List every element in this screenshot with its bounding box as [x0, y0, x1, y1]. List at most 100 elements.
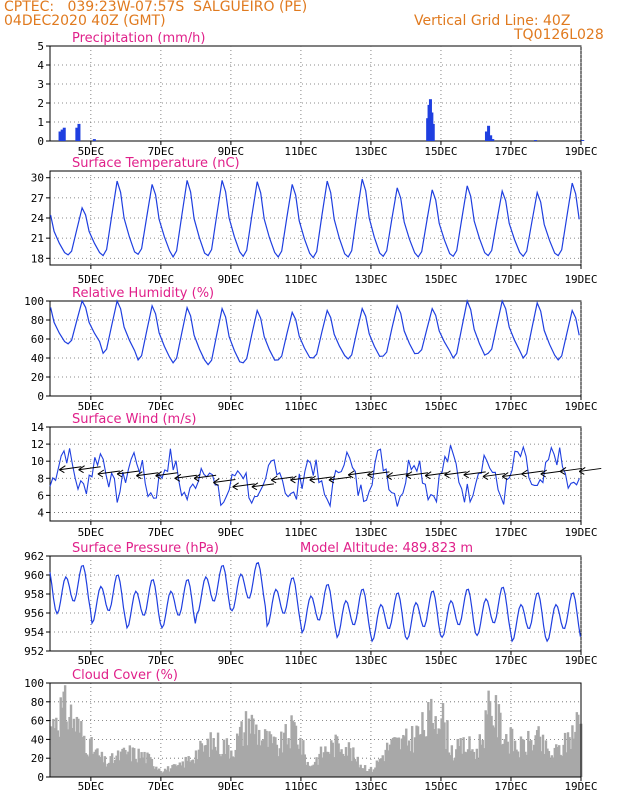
- wind-arrow: [309, 476, 332, 481]
- cloud-bar: [283, 732, 286, 777]
- cloud-bar: [525, 754, 529, 777]
- cloud-bar: [59, 697, 62, 777]
- cloud-bar: [291, 720, 295, 777]
- cloud-bar: [105, 766, 108, 777]
- wind-arrow: [155, 472, 178, 477]
- header-station: CPTEC: 039:23W-07:57S SALGUEIRO (PE): [4, 0, 308, 15]
- cloud-bar: [408, 740, 411, 777]
- cloud-bar: [75, 716, 79, 777]
- cloud-bar: [350, 760, 354, 777]
- cloud-bar: [200, 743, 204, 777]
- cloud-bar: [490, 715, 493, 777]
- wind-arrow: [174, 474, 197, 479]
- cloud-bar: [406, 745, 409, 777]
- cloud-bar: [268, 731, 271, 777]
- x-tick-label: 17DEC: [494, 526, 527, 539]
- cloud-bar: [377, 761, 380, 777]
- cloud-bar: [158, 768, 161, 777]
- cloud-bar: [403, 736, 407, 777]
- x-tick-label: 7DEC: [148, 145, 175, 158]
- cloud-bar: [147, 753, 151, 777]
- cloud-bar: [440, 718, 443, 777]
- cloud-bar: [455, 749, 458, 777]
- wind-arrow-head: [174, 473, 182, 482]
- cloud-bar: [506, 741, 509, 777]
- cloud-bar: [184, 756, 187, 777]
- cloud-bar: [343, 755, 346, 777]
- cloud-bar: [127, 751, 130, 777]
- cloud-bar: [275, 744, 279, 777]
- cloud-bar: [444, 749, 448, 777]
- cloud-bar: [81, 737, 84, 777]
- panel-frame-rh: [49, 300, 582, 397]
- cloud-bar: [468, 736, 471, 777]
- cloud-bar: [135, 762, 139, 777]
- wind-arrow-head: [328, 475, 336, 484]
- cloud-bar: [435, 733, 439, 777]
- cloud-bar: [478, 734, 481, 777]
- cloud-bar: [380, 758, 383, 777]
- y-tick-label: 100: [24, 677, 44, 690]
- cloud-bar: [331, 742, 334, 777]
- cloud-bar: [294, 725, 298, 777]
- x-tick-label: 7DEC: [148, 654, 175, 667]
- cloud-bar: [405, 728, 408, 777]
- cloud-bar: [287, 738, 290, 777]
- x-tick-label: 5DEC: [78, 780, 105, 793]
- cloud-bar: [452, 760, 455, 777]
- y-tick-label: 960: [24, 569, 44, 582]
- cloud-bar: [115, 755, 118, 777]
- cloud-bar: [290, 715, 293, 777]
- precip-bar: [533, 140, 537, 141]
- cloud-bar: [528, 741, 531, 777]
- cloud-bar: [415, 725, 418, 777]
- cloud-bar: [215, 750, 218, 777]
- cloud-bar: [240, 721, 243, 777]
- cloud-bar: [474, 758, 477, 777]
- cloud-bar: [541, 734, 545, 777]
- cloud-bar: [66, 729, 70, 777]
- cloud-bar: [338, 751, 342, 777]
- cloud-bar: [60, 707, 64, 777]
- cloud-bar: [87, 756, 90, 777]
- panel-title-temp: Surface Temperature (nC): [72, 156, 240, 171]
- x-tick-label: 19DEC: [564, 273, 597, 286]
- cloud-bar: [128, 745, 132, 777]
- wind-arrow-head: [424, 471, 432, 480]
- x-tick-label: 11DEC: [284, 526, 317, 539]
- cloud-bar: [146, 752, 149, 777]
- cloud-bar: [571, 725, 574, 777]
- cloud-bar: [177, 764, 180, 777]
- cloud-bar: [233, 757, 236, 777]
- panel-title-precip: Precipitation (mm/h): [72, 31, 205, 46]
- cloud-bar: [491, 725, 495, 777]
- x-tick-label: 7DEC: [148, 400, 175, 413]
- wind-arrow-head: [444, 470, 451, 479]
- cloud-bar: [502, 743, 505, 777]
- cloud-bar: [360, 768, 364, 777]
- cloud-bar: [477, 758, 480, 777]
- cloud-bar: [156, 769, 159, 777]
- cloud-bar: [434, 716, 437, 777]
- cloud-bar: [281, 752, 284, 777]
- x-tick-label: 15DEC: [424, 526, 457, 539]
- y-tick-label: 2: [37, 97, 44, 110]
- cloud-bar: [397, 737, 401, 777]
- wind-arrow: [521, 470, 544, 475]
- cloud-bar: [552, 757, 555, 777]
- wind-arrow-head: [116, 469, 124, 478]
- cloud-bar: [52, 718, 55, 777]
- cloud-bar: [335, 736, 339, 777]
- cloud-bar: [508, 753, 511, 777]
- y-tick-label: 18: [31, 252, 44, 265]
- cloud-bar: [209, 732, 212, 777]
- wind-arrow: [194, 474, 217, 479]
- cloud-bar: [178, 762, 182, 777]
- x-tick-label: 13DEC: [354, 400, 387, 413]
- y-tick-label: 962: [24, 550, 44, 563]
- wind-arrow-head: [405, 471, 413, 480]
- cloud-bar: [497, 704, 501, 777]
- cloud-bar: [366, 771, 370, 777]
- cloud-bar: [199, 740, 202, 777]
- y-tick-label: 4: [37, 59, 44, 72]
